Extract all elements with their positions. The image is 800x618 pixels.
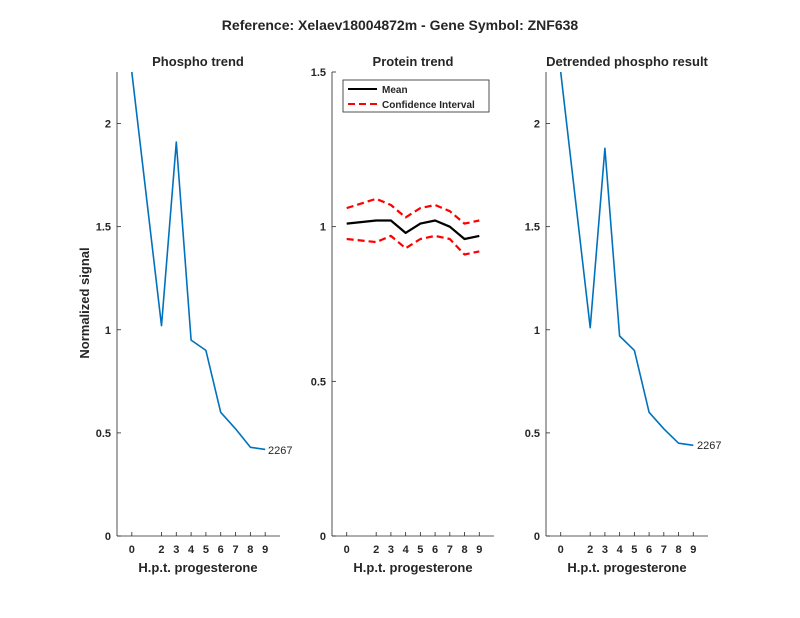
x-tick-label: 8 bbox=[675, 544, 681, 556]
x-tick-label: 0 bbox=[558, 544, 564, 556]
figure-title: Reference: Xelaev18004872m - Gene Symbol… bbox=[222, 17, 579, 33]
y-tick-label: 1.5 bbox=[525, 222, 540, 234]
x-tick-label: 9 bbox=[262, 544, 268, 556]
x-tick-label: 3 bbox=[173, 544, 179, 556]
y-tick-label: 1 bbox=[320, 222, 326, 234]
series-annotation: 2267 bbox=[268, 445, 292, 457]
y-tick-label: 0.5 bbox=[525, 428, 540, 440]
series-line bbox=[346, 234, 480, 256]
y-tick-labels: 0 0.5 1 1.5 2 bbox=[96, 119, 111, 543]
x-tick-label: 4 bbox=[403, 544, 410, 556]
panel-detrended-phospho-result: Detrended phospho result H.p.t. progeste… bbox=[525, 54, 722, 575]
x-tick-label: 2 bbox=[587, 544, 593, 556]
y-tick-label: 2 bbox=[105, 119, 111, 131]
legend-label-mean: Mean bbox=[382, 85, 408, 96]
y-tick-label: 0 bbox=[105, 531, 111, 543]
series-line bbox=[559, 71, 694, 447]
plot-marks bbox=[116, 71, 280, 537]
panel-phospho-trend: Phospho trend H.p.t. progesterone Normal… bbox=[77, 54, 292, 575]
y-tick-label: 1 bbox=[534, 325, 540, 337]
x-tick-label: 3 bbox=[602, 544, 608, 556]
x-tick-label: 8 bbox=[461, 544, 467, 556]
x-tick-label: 2 bbox=[373, 544, 379, 556]
series-annotation: 2267 bbox=[697, 440, 721, 452]
x-tick-label: 4 bbox=[188, 544, 195, 556]
x-tick-label: 7 bbox=[661, 544, 667, 556]
y-tick-label: 1.5 bbox=[96, 222, 111, 234]
x-axis-label: H.p.t. progesterone bbox=[353, 560, 472, 575]
y-tick-label: 0 bbox=[534, 531, 540, 543]
series-line bbox=[131, 71, 266, 451]
legend-label-confidence-interval: Confidence Interval bbox=[382, 100, 475, 111]
x-axis-label: H.p.t. progesterone bbox=[567, 560, 686, 575]
x-tick-label: 6 bbox=[218, 544, 224, 556]
x-tick-label: 0 bbox=[344, 544, 350, 556]
x-tick-label: 7 bbox=[232, 544, 238, 556]
plot-marks bbox=[545, 71, 708, 537]
legend-box bbox=[342, 79, 490, 113]
y-tick-labels: 0 0.5 1 1.5 bbox=[311, 67, 326, 543]
x-tick-label: 9 bbox=[690, 544, 696, 556]
panel-title: Phospho trend bbox=[152, 54, 244, 69]
x-tick-label: 8 bbox=[247, 544, 253, 556]
x-axis-label: H.p.t. progesterone bbox=[138, 560, 257, 575]
y-tick-label: 1 bbox=[105, 325, 111, 337]
series-line-mean bbox=[346, 219, 480, 241]
panel-title: Detrended phospho result bbox=[546, 54, 708, 69]
legend: Mean Confidence Interval bbox=[342, 79, 490, 113]
plot-marks bbox=[331, 71, 494, 537]
x-tick-label: 4 bbox=[617, 544, 624, 556]
x-tick-label: 6 bbox=[432, 544, 438, 556]
y-tick-label: 1.5 bbox=[311, 67, 326, 79]
y-tick-label: 0.5 bbox=[311, 376, 326, 388]
x-tick-label: 5 bbox=[631, 544, 637, 556]
y-axis-label: Normalized signal bbox=[77, 247, 92, 358]
y-tick-label: 0 bbox=[320, 531, 326, 543]
panel-title: Protein trend bbox=[373, 54, 454, 69]
x-tick-label: 2 bbox=[158, 544, 164, 556]
y-tick-labels: 0 0.5 1 1.5 2 bbox=[525, 119, 540, 543]
x-tick-label: 0 bbox=[129, 544, 135, 556]
x-tick-label: 7 bbox=[447, 544, 453, 556]
x-tick-label: 6 bbox=[646, 544, 652, 556]
y-tick-label: 0.5 bbox=[96, 428, 111, 440]
x-tick-label: 5 bbox=[417, 544, 423, 556]
x-tick-label: 9 bbox=[476, 544, 482, 556]
x-tick-label: 3 bbox=[388, 544, 394, 556]
series-line-confidence-interval bbox=[346, 197, 480, 225]
x-tick-label: 5 bbox=[203, 544, 209, 556]
y-tick-label: 2 bbox=[534, 119, 540, 131]
